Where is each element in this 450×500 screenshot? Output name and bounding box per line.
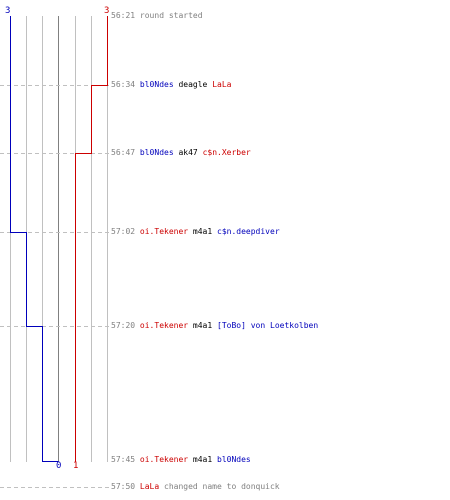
red-team-line [75, 16, 108, 462]
event-text: changed name to donquick [164, 482, 280, 491]
victim-name: c$n.Xerber [202, 148, 251, 157]
event-row: 57:02 oi.Tekener m4a1 c$n.deepdiver [111, 227, 280, 237]
event-time: 57:45 [111, 455, 136, 464]
weapon-name: m4a1 [192, 455, 213, 464]
weapon-name: deagle [178, 80, 208, 89]
event-row: 57:45 oi.Tekener m4a1 bl0Ndes [111, 455, 251, 465]
victim-name: [ToBo] von Loetkolben [217, 321, 319, 330]
event-time: 56:47 [111, 148, 136, 157]
victim-name: LaLa [212, 80, 232, 89]
event-time: 57:50 [111, 482, 136, 491]
event-lines [0, 85, 110, 488]
event-time: 57:20 [111, 321, 136, 330]
event-row: 56:47 bl0Ndes ak47 c$n.Xerber [111, 148, 251, 158]
victim-name: bl0Ndes [217, 455, 251, 464]
event-row: 57:20 oi.Tekener m4a1 [ToBo] von Loetkol… [111, 321, 318, 331]
event-row: 56:34 bl0Ndes deagle LaLa [111, 80, 231, 90]
killer-name: oi.Tekener [139, 321, 189, 330]
killer-name: bl0Ndes [139, 148, 174, 157]
event-time: 56:34 [111, 80, 136, 89]
weapon-name: m4a1 [192, 227, 213, 236]
red-score-start: 3 [104, 6, 110, 16]
event-text: round started [139, 11, 203, 20]
player-name: LaLa [139, 482, 160, 491]
killer-name: oi.Tekener [139, 455, 189, 464]
blue-score-end: 0 [56, 461, 62, 471]
event-time: 56:21 [111, 11, 136, 20]
red-score-end: 1 [73, 461, 79, 471]
blue-score-start: 3 [5, 6, 11, 16]
event-row: 56:21 round started [111, 11, 203, 21]
victim-name: c$n.deepdiver [217, 227, 280, 236]
weapon-name: ak47 [178, 148, 198, 157]
killer-name: oi.Tekener [139, 227, 189, 236]
event-row: 57:50 LaLa changed name to donquick [111, 482, 280, 492]
event-time: 57:02 [111, 227, 136, 236]
weapon-name: m4a1 [192, 321, 213, 330]
blue-team-line [10, 16, 59, 462]
killer-name: bl0Ndes [139, 80, 174, 89]
grid-lines [10, 16, 108, 462]
